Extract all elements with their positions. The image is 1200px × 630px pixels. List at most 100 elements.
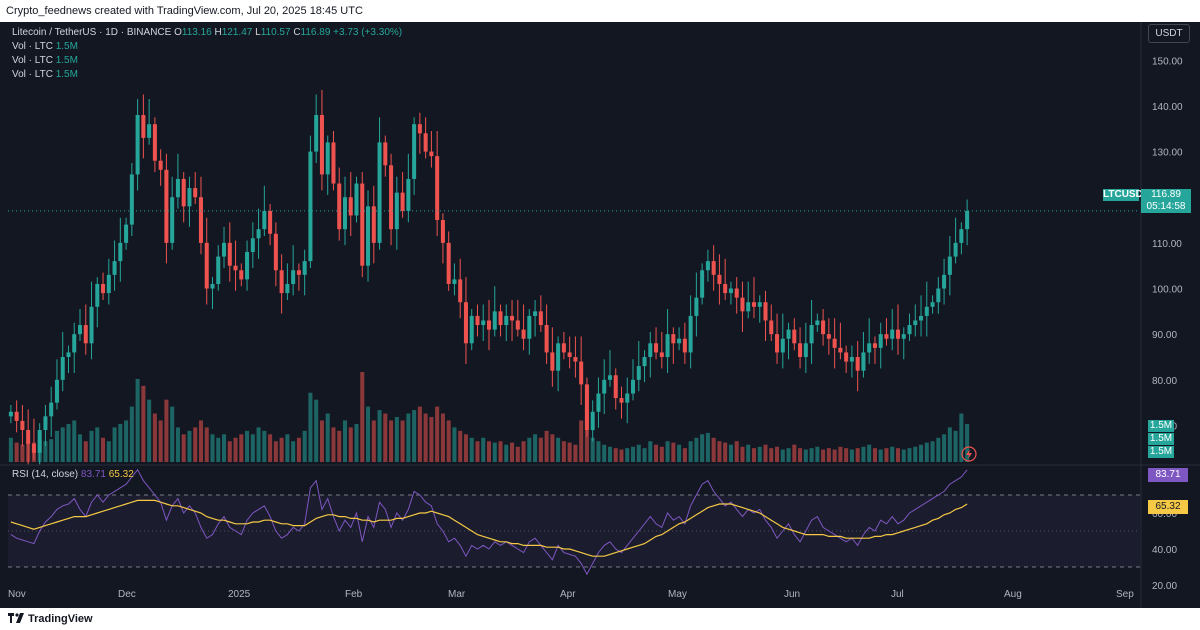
candle-body	[654, 343, 659, 353]
candle-body	[757, 302, 762, 307]
time-axis[interactable]: Nov Dec 2025 Feb Mar Apr May Jun Jul Aug Sep	[8, 589, 1134, 600]
candle-body	[498, 311, 503, 326]
candle-body	[567, 352, 572, 357]
candle-body	[544, 325, 549, 353]
time-tick-label: Apr	[560, 589, 576, 600]
rsi-value-tag: 83.71	[1148, 468, 1188, 482]
candle-body	[630, 379, 636, 394]
volume-bar	[319, 420, 324, 462]
candle-body	[164, 169, 169, 243]
volume-bar	[515, 446, 520, 462]
time-tick-label: Feb	[345, 589, 363, 600]
candle-body	[389, 165, 394, 230]
currency-button[interactable]: USDT	[1148, 24, 1190, 43]
candle-body	[296, 270, 301, 275]
volume-bar	[475, 441, 480, 462]
volume-bar	[636, 444, 641, 462]
candle-body	[181, 178, 186, 207]
volume-bar	[780, 449, 785, 462]
volume-bar	[826, 448, 831, 462]
candle-body	[815, 320, 820, 326]
footer-bar: TradingView	[0, 608, 1200, 630]
volume-bar	[677, 444, 682, 462]
rsi-ma-value: 65.32	[108, 469, 134, 480]
candle-body	[325, 142, 330, 175]
candle-body	[573, 357, 578, 362]
candle-body	[665, 334, 670, 357]
open-label: O	[174, 27, 182, 38]
candle-body	[734, 288, 739, 298]
vol-legend-row[interactable]: Vol · LTC 1.5M	[12, 40, 402, 54]
volume-bar	[377, 410, 382, 462]
candle-body	[101, 283, 106, 294]
volume-bar	[688, 441, 693, 462]
volume-bar	[901, 449, 906, 462]
volume-bar	[164, 399, 169, 462]
volume-bar	[429, 417, 434, 462]
time-tick-label: Mar	[448, 589, 466, 600]
volume-bar	[314, 399, 319, 462]
volume-bar	[751, 448, 756, 462]
volume-bar	[302, 430, 307, 462]
lightning-alert-icon[interactable]	[961, 446, 977, 462]
candle-body	[947, 256, 952, 275]
volume-bar	[337, 430, 342, 462]
candle-body	[481, 320, 486, 326]
candle-body	[763, 302, 768, 321]
volume-bar	[158, 420, 163, 462]
candle-body	[83, 325, 88, 344]
volume-bar	[550, 434, 555, 462]
candle-body	[769, 320, 774, 335]
candle-body	[308, 151, 313, 262]
volume-bar	[734, 441, 739, 462]
vol-value: 1.5M	[55, 41, 78, 52]
vol-legend-row[interactable]: Vol · LTC 1.5M	[12, 68, 402, 82]
candle-body	[302, 261, 307, 275]
candle-body	[596, 393, 601, 412]
volume-bar	[700, 434, 705, 462]
candle-body	[366, 206, 371, 266]
symbol-title[interactable]: Litecoin / TetherUS · 1D · BINANCE	[12, 27, 172, 38]
chart-canvas[interactable]: 150.00140.00130.00120.00110.00100.0090.0…	[0, 22, 1200, 608]
vol-legend-row[interactable]: Vol · LTC 1.5M	[12, 54, 402, 68]
volume-bar	[8, 437, 13, 462]
candle-body	[54, 379, 59, 403]
candle-body	[95, 283, 100, 307]
candle-body	[602, 379, 607, 394]
volume-bar	[400, 420, 405, 462]
volume-bar	[296, 437, 301, 462]
volume-bar	[884, 448, 889, 462]
candle-body	[152, 124, 157, 161]
candle-body	[112, 261, 117, 275]
volume-bar	[815, 446, 820, 462]
candle-body	[878, 334, 883, 348]
volume-bar	[947, 427, 952, 462]
candle-body	[590, 411, 595, 431]
candle-body	[469, 315, 474, 344]
candle-body	[429, 151, 434, 157]
volume-bar	[561, 441, 566, 462]
candle-body	[440, 220, 445, 243]
volume-bar	[101, 437, 106, 462]
candle-body	[193, 188, 198, 198]
volume-bar	[538, 437, 543, 462]
volume-bar	[757, 446, 762, 462]
volume-bar	[630, 446, 636, 462]
candle-body	[855, 357, 860, 371]
vol-tag: 1.5M	[1148, 446, 1174, 458]
volume-bar	[832, 449, 837, 462]
volume-bar	[665, 441, 670, 462]
volume-bar	[20, 444, 25, 462]
candle-body	[26, 430, 31, 444]
volume-bar	[452, 427, 457, 462]
candle-body	[331, 142, 336, 184]
candle-body	[118, 242, 123, 262]
candle-body	[717, 274, 722, 284]
candle-body	[452, 279, 457, 284]
rsi-legend[interactable]: RSI (14, close) 83.71 65.32	[12, 469, 134, 480]
candle-body	[786, 329, 791, 339]
candle-body	[746, 302, 751, 312]
volume-bar	[930, 441, 935, 462]
candle-body	[20, 420, 25, 431]
time-tick-label: Dec	[118, 589, 136, 600]
